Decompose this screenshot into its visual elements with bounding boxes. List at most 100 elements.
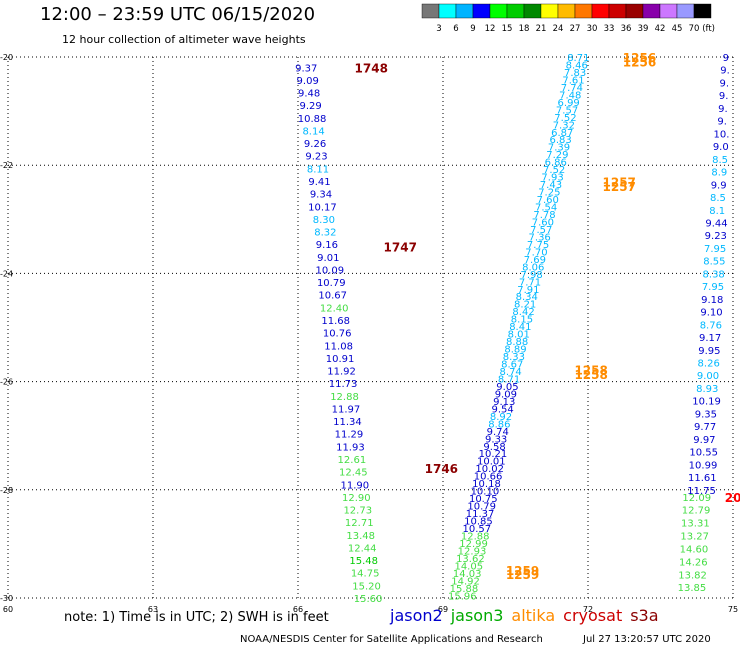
wave-height-value: 8.26 <box>698 359 720 370</box>
wave-height-value: 10.17 <box>308 202 337 213</box>
pass-time-label: 1256 <box>623 51 656 65</box>
wave-height-value: 7.57 <box>530 225 552 236</box>
wave-height-value: 9.09 <box>495 389 517 400</box>
color-scale-label: 70 <box>689 24 700 34</box>
legend-cryosat: cryosat <box>563 606 623 625</box>
wave-height-value: 8.93 <box>696 384 718 395</box>
wave-height-value: 11.90 <box>341 480 370 491</box>
wave-height-value: 9.23 <box>305 152 327 163</box>
pass-time-label: 1258 <box>574 368 607 382</box>
color-scale-label: 18 <box>519 24 530 34</box>
wave-height-value: 10.67 <box>318 291 347 302</box>
wave-height-value: 9.41 <box>308 177 330 188</box>
color-scale-label: 36 <box>621 24 632 34</box>
legend-jason3: jason3 <box>450 606 504 625</box>
wave-height-value: 9.95 <box>698 346 720 357</box>
wave-height-value: 10.79 <box>317 278 346 289</box>
wave-height-value: 15.96 <box>448 591 477 602</box>
wave-height-value: 8.32 <box>314 228 336 239</box>
footnote: note: 1) Time is in UTC; 2) SWH is in fe… <box>64 610 329 625</box>
wave-height-value: 10.99 <box>689 460 718 471</box>
wave-height-value: 8.46 <box>566 60 588 71</box>
wave-height-value: 7.83 <box>564 68 586 79</box>
wave-height-value: 9.13 <box>493 397 515 408</box>
color-scale-label: 12 <box>485 24 496 34</box>
wave-height-value: 10.75 <box>469 494 498 505</box>
wave-height-value: 10.91 <box>326 354 355 365</box>
credit-line: NOAA/NESDIS Center for Satellite Applica… <box>240 634 543 645</box>
wave-height-value: 11.34 <box>333 417 362 428</box>
wave-height-value: 7.25 <box>538 188 560 199</box>
wave-height-value: 9.09 <box>297 76 319 87</box>
lat-tick-label: -24 <box>0 269 13 278</box>
wave-height-value: 7.52 <box>554 113 576 124</box>
satellite-legend: jason2 jason3 altika cryosat s3a <box>390 606 667 625</box>
wave-height-value: 10.01 <box>477 457 506 468</box>
wave-height-value: 10.21 <box>479 449 508 460</box>
lat-tick-label: -22 <box>0 161 13 170</box>
wave-height-value: 12.73 <box>343 506 372 517</box>
wave-height-value: 14.60 <box>680 544 709 555</box>
wave-height-value: 7.91 <box>517 285 539 296</box>
wave-height-value: 11.97 <box>332 404 361 415</box>
wave-height-value: 15.60 <box>354 594 383 605</box>
pass-time-label: 1747 <box>384 240 417 254</box>
wave-height-value: 8.30 <box>313 215 335 226</box>
color-scale-label: 30 <box>587 24 598 34</box>
lat-tick-label: -20 <box>0 53 13 62</box>
legend-jason2: jason2 <box>390 606 443 625</box>
wave-height-value: 9.10 <box>700 308 722 319</box>
wave-height-value: 12.61 <box>338 455 367 466</box>
wave-height-value: 8.33 <box>503 352 525 363</box>
wave-height-value: 7.57 <box>556 105 578 116</box>
color-scale-label: 42 <box>655 24 666 34</box>
wave-height-value: 8.14 <box>302 126 324 137</box>
wave-height-value: 14.92 <box>451 576 480 587</box>
wave-height-value: 10.88 <box>298 114 327 125</box>
wave-height-value: 7.70 <box>525 247 547 258</box>
wave-height-value: 7.29 <box>546 150 568 161</box>
wave-height-value: 7.98 <box>520 270 542 281</box>
wave-height-value: 8.42 <box>512 307 534 318</box>
wave-height-value: 7.71 <box>519 277 541 288</box>
wave-height-value: 11.75 <box>687 486 716 497</box>
wave-height-value: 9.16 <box>316 240 338 251</box>
wave-height-value: 9. <box>718 104 728 115</box>
wave-height-value: 8.71 <box>498 374 520 385</box>
lon-tick-label: 72 <box>583 605 593 614</box>
lat-tick-label: -26 <box>0 378 13 387</box>
wave-height-value: 15.88 <box>450 584 479 595</box>
wave-height-value: 15.48 <box>349 556 378 567</box>
wave-height-value: 10.55 <box>689 448 718 459</box>
wave-height-value: 8.5 <box>712 155 728 166</box>
wave-height-value: 8.67 <box>501 360 523 371</box>
wave-height-value: 13.31 <box>681 519 710 530</box>
wave-height-value: 9.97 <box>693 435 715 446</box>
wave-height-value: 9. <box>720 78 730 89</box>
color-scale-label: 33 <box>604 24 615 34</box>
color-scale-label: 9 <box>470 24 475 34</box>
lat-tick-label: -30 <box>0 594 13 603</box>
wave-height-value: 11.68 <box>321 316 350 327</box>
color-scale-label: 3 <box>436 24 441 34</box>
color-scale-unit: (ft) <box>702 24 715 34</box>
wave-height-value: 11.08 <box>324 341 353 352</box>
wave-height-value: 8.89 <box>504 345 526 356</box>
wave-height-value: 9.33 <box>485 434 507 445</box>
wave-height-value: 8.34 <box>516 292 538 303</box>
wave-height-value: 8.1 <box>709 206 725 217</box>
wave-height-value: 12.71 <box>345 518 374 529</box>
wave-height-value: 11.93 <box>336 442 365 453</box>
wave-height-value: 8.15 <box>511 315 533 326</box>
wave-height-value: 12.40 <box>320 303 349 314</box>
wave-height-value: 12.44 <box>348 543 377 554</box>
wave-height-value: 11.61 <box>688 473 717 484</box>
wave-height-value: 10.19 <box>692 397 721 408</box>
wave-height-value: 10.76 <box>323 329 352 340</box>
wave-height-value: 8.92 <box>490 412 512 423</box>
wave-height-value: 14.03 <box>453 569 482 580</box>
lon-tick-label: 60 <box>3 605 13 614</box>
wave-height-value: 8.86 <box>488 419 510 430</box>
wave-height-value: 11.37 <box>466 509 495 520</box>
